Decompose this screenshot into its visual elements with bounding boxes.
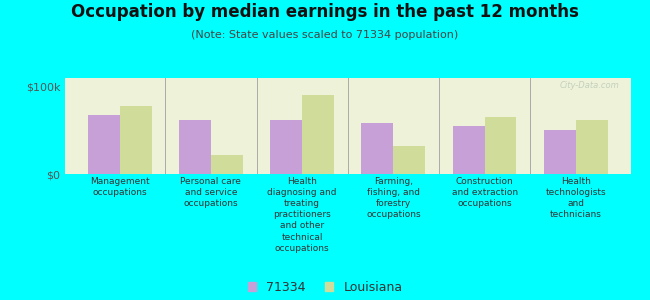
Text: Farming,
fishing, and
forestry
occupations: Farming, fishing, and forestry occupatio… <box>366 177 421 219</box>
Bar <box>484 117 517 174</box>
Text: Occupation by median earnings in the past 12 months: Occupation by median earnings in the pas… <box>71 3 579 21</box>
Bar <box>393 146 425 174</box>
Bar <box>179 120 211 174</box>
Bar <box>544 130 576 174</box>
Text: (Note: State values scaled to 71334 population): (Note: State values scaled to 71334 popu… <box>191 30 459 40</box>
Bar <box>302 95 334 174</box>
Bar <box>270 120 302 174</box>
Bar <box>576 120 608 174</box>
Text: Personal care
and service
occupations: Personal care and service occupations <box>181 177 241 208</box>
Text: City-Data.com: City-Data.com <box>560 81 619 90</box>
Bar <box>361 123 393 174</box>
Legend: 71334, Louisiana: 71334, Louisiana <box>248 281 402 294</box>
Text: Management
occupations: Management occupations <box>90 177 150 197</box>
Bar <box>88 115 120 174</box>
Bar <box>211 155 243 174</box>
Bar <box>452 126 484 174</box>
Text: Health
diagnosing and
treating
practitioners
and other
technical
occupations: Health diagnosing and treating practitio… <box>267 177 337 253</box>
Bar <box>120 106 151 174</box>
Text: Health
technologists
and
technicians: Health technologists and technicians <box>545 177 606 219</box>
Text: Construction
and extraction
occupations: Construction and extraction occupations <box>452 177 517 208</box>
